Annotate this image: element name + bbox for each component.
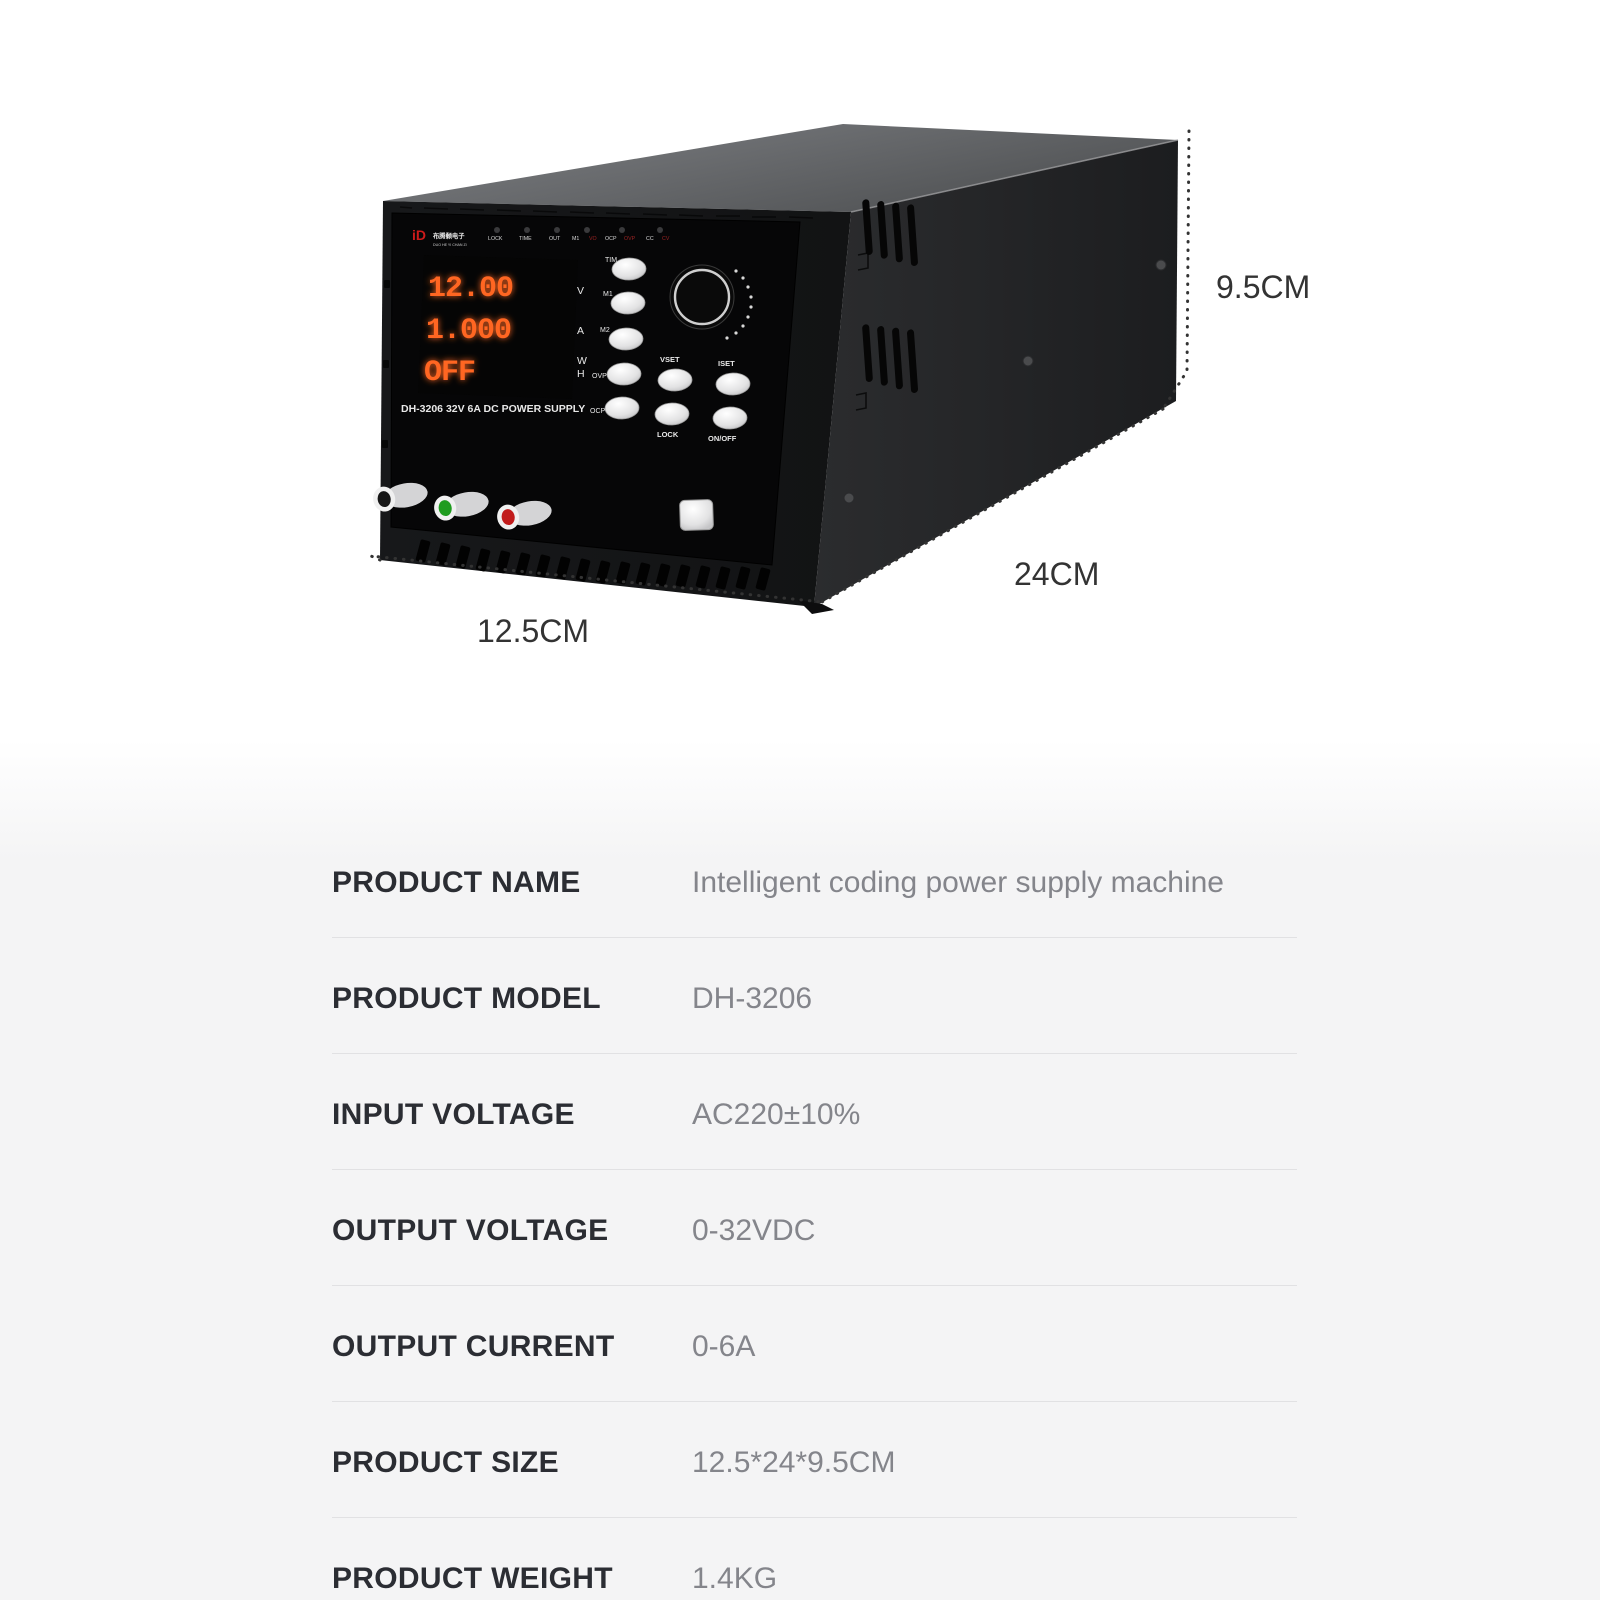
svg-text:OCP: OCP xyxy=(605,236,617,242)
svg-text:LOCK: LOCK xyxy=(657,430,679,439)
svg-text:VSET: VSET xyxy=(660,355,680,364)
svg-text:TIM: TIM xyxy=(605,257,617,264)
svg-text:ISET: ISET xyxy=(718,359,735,368)
svg-text:12.5CM: 12.5CM xyxy=(477,613,589,649)
svg-text:M2: M2 xyxy=(600,327,610,334)
svg-text:M1: M1 xyxy=(603,291,613,298)
svg-text:LOCK: LOCK xyxy=(488,236,503,242)
svg-text:CC: CC xyxy=(646,236,654,242)
svg-text:ON/OFF: ON/OFF xyxy=(708,434,737,443)
svg-text:OCP: OCP xyxy=(590,408,606,415)
svg-text:TIME: TIME xyxy=(519,236,532,242)
svg-text:9.5CM: 9.5CM xyxy=(1216,269,1310,305)
svg-text:V: V xyxy=(577,285,584,297)
svg-text:12.00: 12.00 xyxy=(428,272,513,306)
svg-text:iD: iD xyxy=(412,227,426,243)
svg-text:DUO HE YI CHAN ZI: DUO HE YI CHAN ZI xyxy=(433,243,467,247)
svg-text:OFF: OFF xyxy=(424,356,475,390)
svg-text:A: A xyxy=(577,325,584,337)
svg-text:OVP: OVP xyxy=(592,373,607,380)
svg-text:H: H xyxy=(577,368,585,380)
svg-text:OUT: OUT xyxy=(549,236,561,242)
svg-text:OVP: OVP xyxy=(624,236,636,242)
svg-text:布腾颡电子: 布腾颡电子 xyxy=(433,231,465,240)
svg-text:24CM: 24CM xyxy=(1014,556,1099,592)
svg-text:DH-3206 32V 6A DC POWER SUPPL: DH-3206 32V 6A DC POWER SUPPLY xyxy=(401,403,585,415)
svg-text:CV: CV xyxy=(662,236,670,242)
svg-text:1.000: 1.000 xyxy=(426,314,511,348)
svg-text:VO: VO xyxy=(589,236,597,242)
svg-text:W: W xyxy=(577,355,587,367)
svg-text:M1: M1 xyxy=(572,236,579,242)
